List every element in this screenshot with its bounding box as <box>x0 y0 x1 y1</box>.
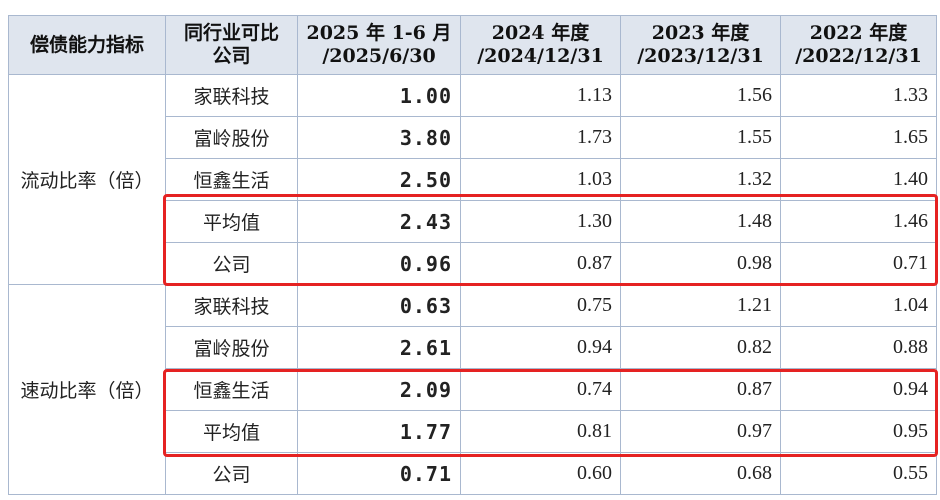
highlight-box <box>163 194 938 286</box>
company-cell: 公司 <box>165 452 298 495</box>
value-cell: 1.55 <box>620 116 781 159</box>
value-cell: 1.00 <box>297 74 461 117</box>
value-cell: 0.96 <box>297 242 461 285</box>
table-row: 流动比率（倍） 家联科技 1.00 1.13 1.56 1.33 <box>8 74 937 285</box>
header-line: 2025 年 1-6 月 <box>306 22 452 44</box>
header-line: /2023/12/31 <box>637 45 764 67</box>
value-cell: 0.63 <box>297 284 461 327</box>
table-row: 平均值 1.77 0.81 0.97 0.95 <box>9 410 937 453</box>
value-cell: 0.97 <box>620 410 781 453</box>
header-line: 2022 年度 <box>809 22 908 44</box>
value-cell: 1.73 <box>460 116 621 159</box>
header-line: /2024/12/31 <box>477 45 604 67</box>
table-row: 恒鑫生活 2.09 0.74 0.87 0.94 <box>9 368 937 411</box>
company-cell: 公司 <box>165 242 298 285</box>
company-cell: 家联科技 <box>165 284 298 327</box>
value-cell: 0.74 <box>460 368 621 411</box>
header-line: 2023 年度 <box>651 22 750 44</box>
value-cell: 0.88 <box>780 326 937 369</box>
value-cell: 0.55 <box>780 452 937 495</box>
value-cell: 1.56 <box>620 74 781 117</box>
table-row: 速动比率（倍） 家联科技 0.63 0.75 1.21 1.04 <box>8 284 937 495</box>
header-line: 偿债能力指标 <box>29 33 144 56</box>
header-line: 同行业可比 <box>183 22 279 44</box>
value-cell: 1.46 <box>780 200 937 243</box>
value-cell: 0.82 <box>620 326 781 369</box>
value-cell: 0.60 <box>460 452 621 495</box>
column-header: 2025 年 1-6 月/2025/6/30 <box>297 15 461 75</box>
indicator-cell: 流动比率（倍） <box>8 74 166 285</box>
value-cell: 1.04 <box>780 284 937 327</box>
table-row: 平均值 2.43 1.30 1.48 1.46 <box>9 200 937 243</box>
company-cell: 富岭股份 <box>165 116 298 159</box>
highlight-box <box>163 369 938 457</box>
value-cell: 1.21 <box>620 284 781 327</box>
company-cell: 平均值 <box>165 410 298 453</box>
value-cell: 0.81 <box>460 410 621 453</box>
table-row: 公司 0.71 0.60 0.68 0.55 <box>9 452 937 495</box>
column-header: 2022 年度/2022/12/31 <box>780 15 937 75</box>
value-cell: 0.75 <box>460 284 621 327</box>
company-cell: 家联科技 <box>165 74 298 117</box>
solvency-table: 偿债能力指标 同行业可比 公司 2025 年 1-6 月/2025/6/30 2024 … <box>8 15 937 495</box>
header-line: /2022/12/31 <box>795 45 922 67</box>
value-cell: 2.61 <box>297 326 461 369</box>
value-cell: 0.94 <box>460 326 621 369</box>
table-row: 公司 0.96 0.87 0.98 0.71 <box>9 242 937 285</box>
value-cell: 1.32 <box>620 158 781 201</box>
column-header: 2023 年度/2023/12/31 <box>620 15 781 75</box>
header-line: /2025/6/30 <box>322 45 436 67</box>
header-line: 2024 年度 <box>491 22 590 44</box>
value-cell: 1.33 <box>780 74 937 117</box>
column-header: 偿债能力指标 <box>8 15 166 75</box>
value-cell: 1.48 <box>620 200 781 243</box>
indicator-cell: 速动比率（倍） <box>8 284 166 495</box>
value-cell: 0.94 <box>780 368 937 411</box>
column-header: 同行业可比 公司 <box>165 15 298 75</box>
value-cell: 1.40 <box>780 158 937 201</box>
value-cell: 2.09 <box>297 368 461 411</box>
company-cell: 富岭股份 <box>165 326 298 369</box>
company-cell: 恒鑫生活 <box>165 368 298 411</box>
value-cell: 3.80 <box>297 116 461 159</box>
header-line: 公司 <box>212 45 251 67</box>
value-cell: 0.71 <box>297 452 461 495</box>
column-header: 2024 年度/2024/12/31 <box>460 15 621 75</box>
value-cell: 0.87 <box>460 242 621 285</box>
table-row: 富岭股份 2.61 0.94 0.82 0.88 <box>9 326 937 369</box>
header-row: 偿债能力指标 同行业可比 公司 2025 年 1-6 月/2025/6/30 2024 … <box>8 15 937 75</box>
value-cell: 0.68 <box>620 452 781 495</box>
value-cell: 1.13 <box>460 74 621 117</box>
table-row: 富岭股份 3.80 1.73 1.55 1.65 <box>9 116 937 159</box>
value-cell: 1.65 <box>780 116 937 159</box>
